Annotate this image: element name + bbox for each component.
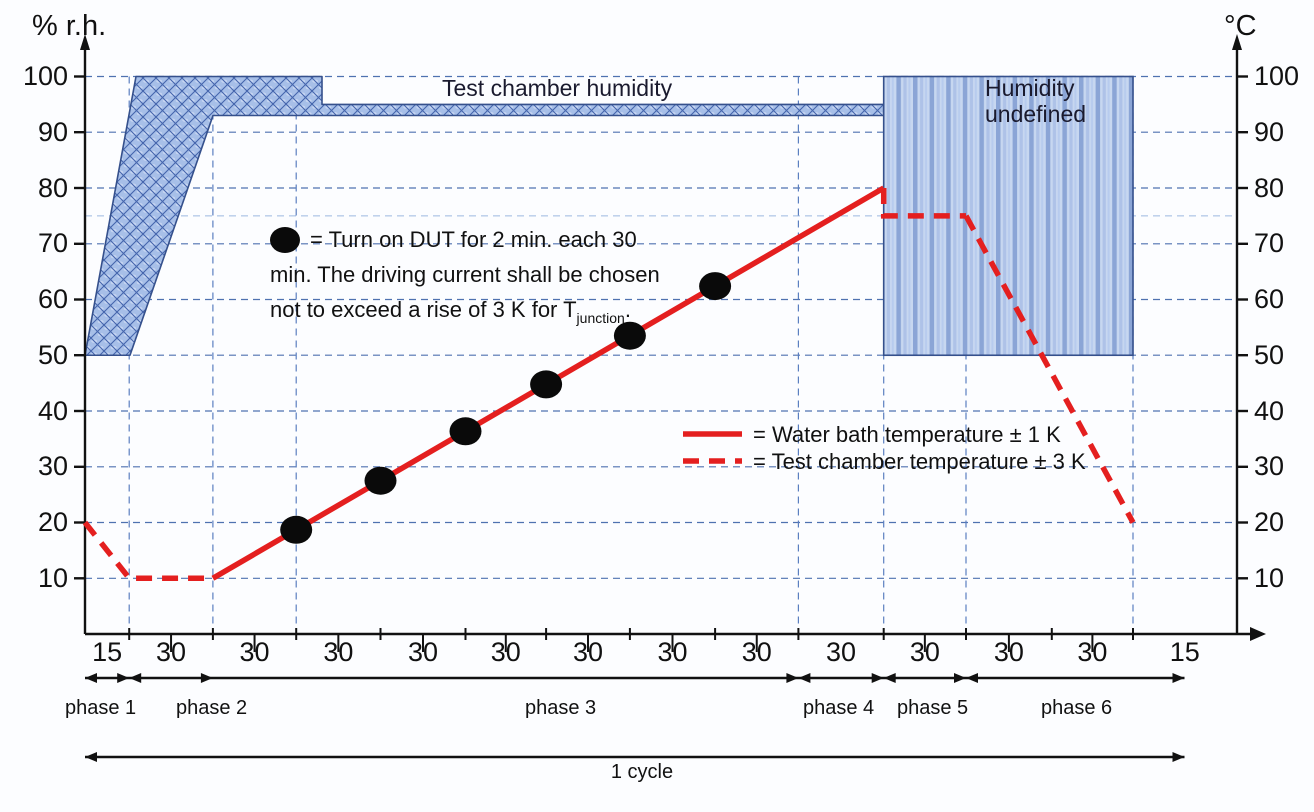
svg-text:80: 80 [38,173,68,203]
svg-text:% r.h.: % r.h. [32,10,106,42]
svg-text:60: 60 [38,284,68,314]
svg-text:30: 30 [910,637,940,667]
svg-text:40: 40 [1254,396,1284,426]
svg-text:°C: °C [1224,10,1257,42]
svg-text:30: 30 [240,637,270,667]
svg-text:phase 6: phase 6 [1041,697,1112,719]
svg-text:phase 2: phase 2 [176,697,247,719]
svg-text:Humidity: Humidity [985,75,1075,101]
svg-text:15: 15 [1170,637,1200,667]
svg-text:10: 10 [1254,563,1284,593]
svg-text:80: 80 [1254,173,1284,203]
svg-text:20: 20 [1254,507,1284,537]
svg-text:30: 30 [826,637,856,667]
svg-text:30: 30 [573,637,603,667]
svg-text:undefined: undefined [985,101,1086,127]
svg-text:50: 50 [38,340,68,370]
svg-text:= Turn on DUT for 2 min. each: = Turn on DUT for 2 min. each 30 [310,227,637,252]
svg-text:30: 30 [994,637,1024,667]
svg-text:30: 30 [156,637,186,667]
svg-text:30: 30 [38,451,68,481]
svg-text:1 cycle: 1 cycle [611,761,673,783]
svg-text:15: 15 [92,637,122,667]
svg-text:Test chamber humidity: Test chamber humidity [442,75,673,101]
svg-text:= Test chamber temperature ± 3: = Test chamber temperature ± 3 K [753,449,1086,474]
svg-text:10: 10 [38,563,68,593]
svg-text:phase 5: phase 5 [897,697,968,719]
svg-text:70: 70 [1254,228,1284,258]
svg-text:30: 30 [657,637,687,667]
svg-text:100: 100 [23,61,68,91]
svg-text:20: 20 [38,507,68,537]
svg-text:90: 90 [1254,117,1284,147]
svg-text:30: 30 [1254,451,1284,481]
svg-text:30: 30 [742,637,772,667]
svg-text:70: 70 [38,228,68,258]
svg-text:min. The driving current shall: min. The driving current shall be chosen [270,262,660,287]
svg-text:30: 30 [1077,637,1107,667]
svg-text:60: 60 [1254,284,1284,314]
svg-text:90: 90 [38,117,68,147]
svg-text:30: 30 [323,637,353,667]
svg-text:30: 30 [408,637,438,667]
svg-text:100: 100 [1254,61,1299,91]
svg-text:30: 30 [491,637,521,667]
svg-text:phase 1: phase 1 [65,697,136,719]
svg-text:phase 3: phase 3 [525,697,596,719]
svg-text:40: 40 [38,396,68,426]
svg-text:50: 50 [1254,340,1284,370]
svg-text:= Water bath temperature ± 1 K: = Water bath temperature ± 1 K [753,422,1061,447]
svg-text:phase 4: phase 4 [803,697,874,719]
